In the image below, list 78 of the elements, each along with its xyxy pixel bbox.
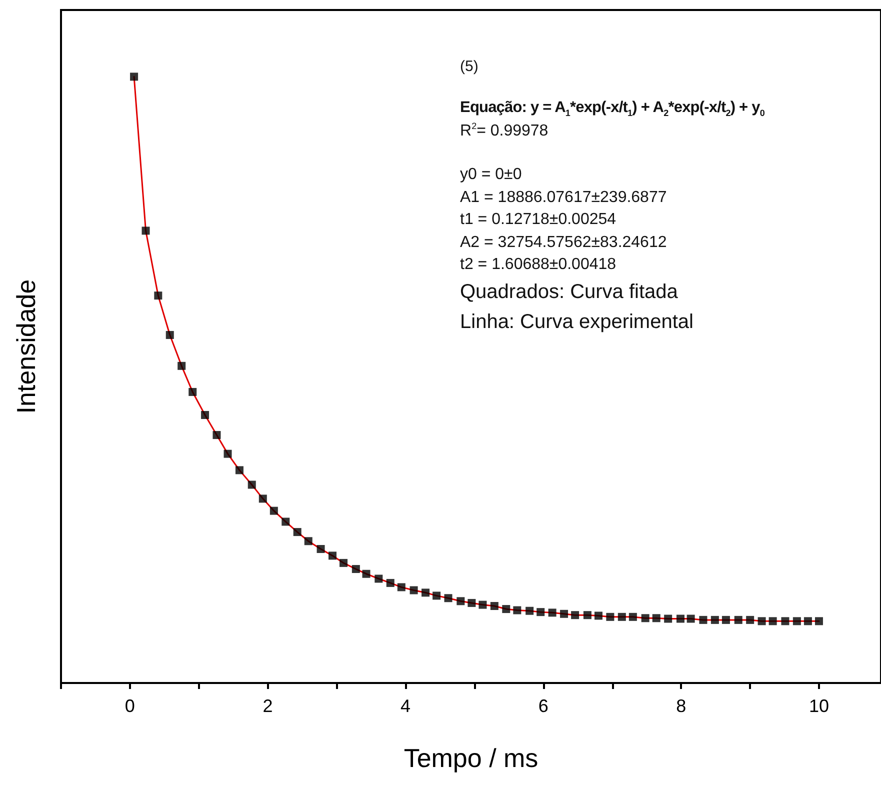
x-tick-label: 8 [676,696,686,716]
point [814,617,823,626]
point [758,617,766,626]
point [340,558,348,567]
point [513,606,522,614]
point [270,506,278,515]
annotation: Quadrados: Curva fitada [460,280,679,306]
annotation: R$^{2}$= 0.99978 [460,120,550,142]
annotation: Linha: Curva experimental [460,310,694,336]
point [526,606,534,615]
point [664,614,672,623]
text: Equação: y = A$_{1}$*exp(-x/t$_{1}$) + A$_{2}$*exp(-x/t$_{2}$) + y$_{0}$ [460,99,764,118]
point [734,616,742,624]
x-tick-label: 2 [262,696,273,716]
point [235,466,244,474]
point [641,614,650,622]
point [444,594,452,602]
point [166,330,174,339]
point [686,614,695,623]
point [781,617,790,626]
y-axis-title: Intensidade [11,279,41,414]
point [328,552,336,560]
point [304,537,312,546]
point [456,597,465,606]
point [652,614,660,622]
point [386,578,394,587]
point [432,592,441,600]
point [282,518,290,526]
point [606,612,614,621]
point [768,617,777,626]
point [293,528,302,536]
point [316,545,325,554]
point [699,616,708,624]
x-tick-label: 10 [808,696,829,716]
point [490,602,498,610]
x-tick-label: 4 [400,696,411,716]
point [536,608,545,616]
point [374,574,383,583]
x-tick-label: 6 [538,696,548,716]
point [792,617,801,626]
point [594,612,602,620]
point [258,494,267,503]
x-axis-title: Tempo / ms [404,743,538,773]
point [130,72,138,81]
point [722,616,730,624]
point [352,565,360,574]
point [746,616,754,624]
text: (5) [460,57,480,77]
point [178,362,186,370]
point [583,611,592,620]
annotation: y0 = 0±0 [460,165,523,186]
point [628,612,637,621]
point [212,431,221,440]
point [142,226,150,235]
point [224,450,232,458]
point [560,610,568,618]
x-tick-label: 0 [124,696,135,716]
point [188,388,197,396]
point [676,614,684,623]
point [201,411,210,420]
annotation: A1 = 18886.07617±239.6877 [460,188,668,208]
point [410,586,418,594]
point [804,617,812,626]
point [362,570,370,578]
point [618,612,626,621]
point [478,600,487,609]
annotation: t1 = 0.12718±0.00254 [460,210,618,230]
point [548,608,556,617]
point [397,583,406,592]
point [468,598,476,607]
point [248,480,256,489]
point [422,588,430,597]
point [571,611,580,620]
annotation: t2 = 1.60688±0.00418 [460,254,618,275]
point [502,605,510,614]
annotation: A2 = 32754.57562±83.24612 [460,232,668,253]
point [154,292,162,300]
point [710,616,719,624]
